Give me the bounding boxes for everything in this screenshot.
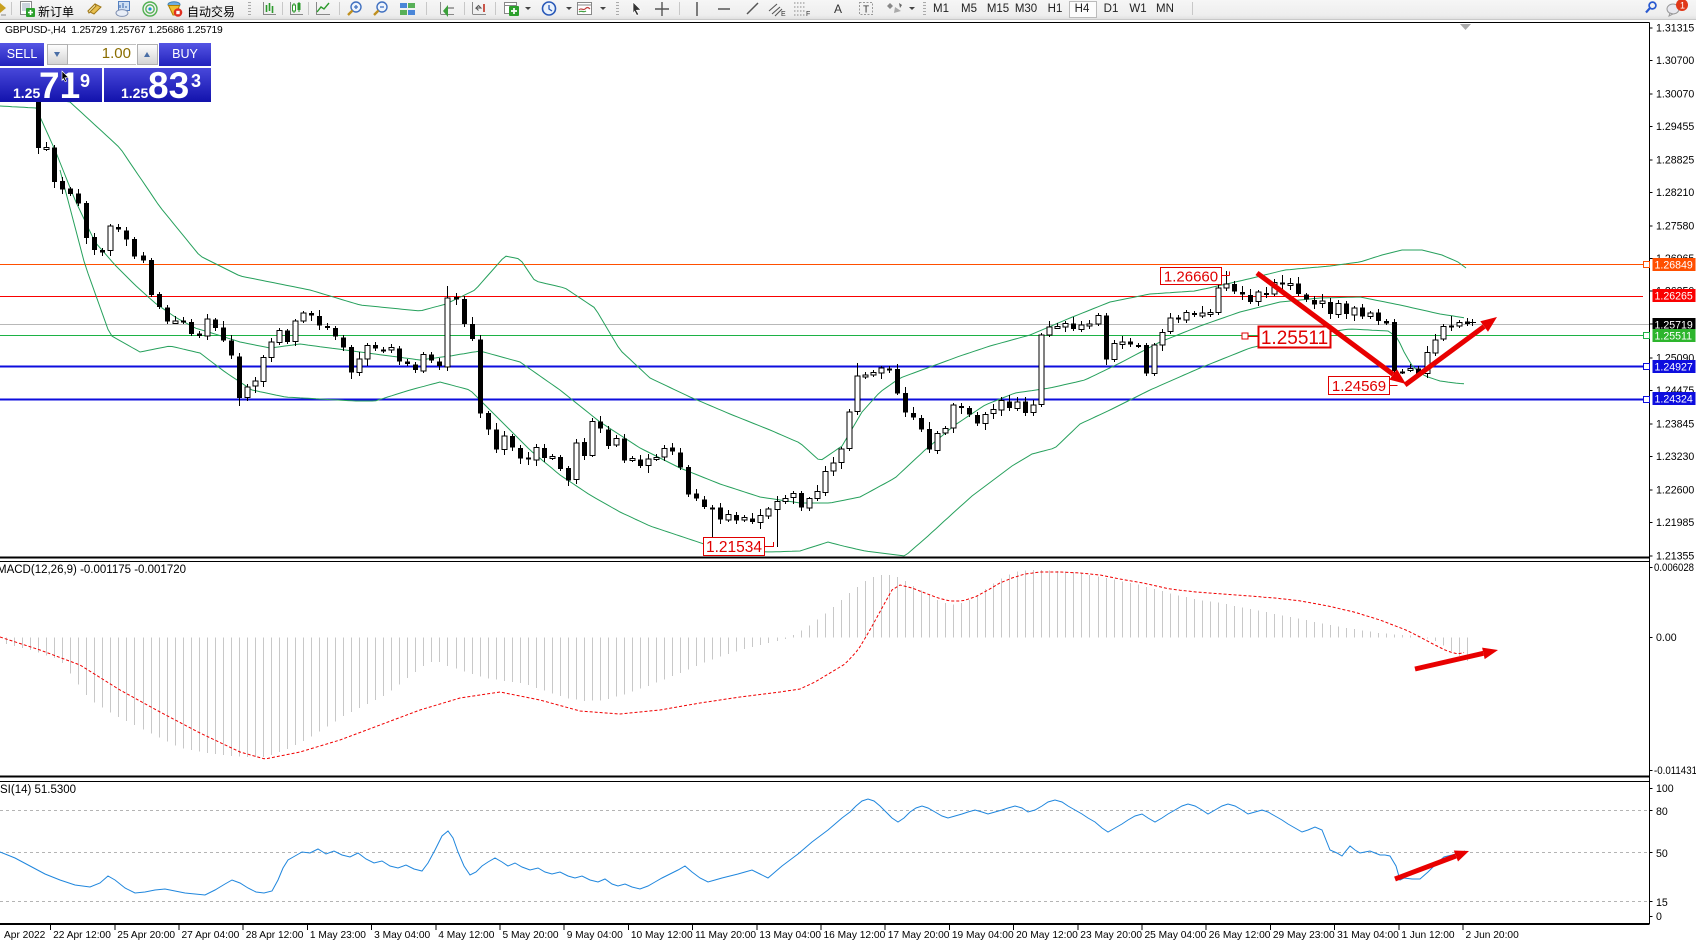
svg-text:4 May 12:00: 4 May 12:00 — [438, 930, 494, 941]
svg-text:1.25719: 1.25719 — [1655, 320, 1693, 332]
svg-text:1.24324: 1.24324 — [1655, 394, 1693, 406]
svg-text:1.29455: 1.29455 — [1656, 121, 1694, 133]
svg-text:1.28210: 1.28210 — [1656, 187, 1694, 199]
svg-text:11 May 20:00: 11 May 20:00 — [695, 930, 756, 941]
svg-text:E: E — [781, 11, 786, 17]
svg-text:25 Apr 20:00: 25 Apr 20:00 — [117, 930, 175, 941]
svg-text:15: 15 — [1656, 897, 1668, 909]
svg-text:1.24927: 1.24927 — [1655, 362, 1693, 374]
svg-text:1.23845: 1.23845 — [1656, 419, 1694, 431]
svg-text:1.25511: 1.25511 — [1261, 328, 1328, 349]
svg-text:5 May 20:00: 5 May 20:00 — [503, 930, 559, 941]
svg-text:10 May 12:00: 10 May 12:00 — [631, 930, 693, 941]
svg-text:MACD(12,26,9) -0.001175 -0.001: MACD(12,26,9) -0.001175 -0.001720 — [0, 564, 186, 576]
svg-text:T: T — [863, 5, 869, 16]
svg-text:-0.011431: -0.011431 — [1654, 765, 1696, 777]
svg-text:1.22600: 1.22600 — [1656, 485, 1694, 497]
svg-text:1.24569: 1.24569 — [1332, 378, 1386, 395]
svg-text:22 Apr 12:00: 22 Apr 12:00 — [53, 930, 111, 941]
svg-text:1.30070: 1.30070 — [1656, 89, 1694, 101]
svg-text:1.21985: 1.21985 — [1656, 517, 1694, 529]
svg-text:28 Apr 12:00: 28 Apr 12:00 — [246, 930, 304, 941]
svg-text:1.30700: 1.30700 — [1656, 55, 1694, 67]
svg-text:F: F — [806, 11, 810, 17]
svg-text:1.26660: 1.26660 — [1164, 268, 1218, 285]
svg-text:23 May 20:00: 23 May 20:00 — [1080, 930, 1142, 941]
svg-text:0.00: 0.00 — [1656, 632, 1677, 644]
svg-text:2 Jun 20:00: 2 Jun 20:00 — [1466, 930, 1520, 941]
svg-text:29 May 23:00: 29 May 23:00 — [1273, 930, 1335, 941]
svg-text:Apr 2022: Apr 2022 — [4, 930, 46, 941]
svg-text:1.26849: 1.26849 — [1655, 260, 1693, 272]
svg-text:SI(14) 51.5300: SI(14) 51.5300 — [0, 784, 76, 796]
svg-text:3 May 04:00: 3 May 04:00 — [374, 930, 430, 941]
svg-text:1.25511: 1.25511 — [1655, 331, 1693, 343]
svg-text:13 May 04:00: 13 May 04:00 — [759, 930, 821, 941]
svg-text:80: 80 — [1656, 806, 1668, 818]
svg-text:26 May 12:00: 26 May 12:00 — [1209, 930, 1271, 941]
svg-text:9 May 04:00: 9 May 04:00 — [567, 930, 623, 941]
svg-text:31 May 04:00: 31 May 04:00 — [1337, 930, 1399, 941]
svg-text:27 Apr 04:00: 27 Apr 04:00 — [182, 930, 240, 941]
svg-text:20 May 12:00: 20 May 12:00 — [1016, 930, 1078, 941]
svg-text:0: 0 — [1656, 911, 1662, 923]
svg-text:1.28825: 1.28825 — [1656, 155, 1694, 167]
svg-text:17 May 20:00: 17 May 20:00 — [888, 930, 950, 941]
svg-text:1 Jun 12:00: 1 Jun 12:00 — [1401, 930, 1455, 941]
svg-text:1.26265: 1.26265 — [1655, 291, 1693, 303]
svg-text:16 May 12:00: 16 May 12:00 — [824, 930, 886, 941]
svg-text:25 May 04:00: 25 May 04:00 — [1145, 930, 1207, 941]
svg-text:1: 1 — [1680, 1, 1685, 11]
svg-text:1.21534: 1.21534 — [706, 539, 762, 556]
svg-text:0.006028: 0.006028 — [1654, 562, 1694, 574]
svg-text:19 May 04:00: 19 May 04:00 — [952, 930, 1014, 941]
svg-text:1.31315: 1.31315 — [1656, 23, 1694, 35]
svg-text:1.21355: 1.21355 — [1656, 551, 1694, 563]
svg-text:1.23230: 1.23230 — [1656, 451, 1694, 463]
svg-text:100: 100 — [1656, 783, 1674, 795]
svg-text:1.27580: 1.27580 — [1656, 221, 1694, 233]
svg-text:50: 50 — [1656, 848, 1668, 860]
svg-text:1 May 23:00: 1 May 23:00 — [310, 930, 366, 941]
